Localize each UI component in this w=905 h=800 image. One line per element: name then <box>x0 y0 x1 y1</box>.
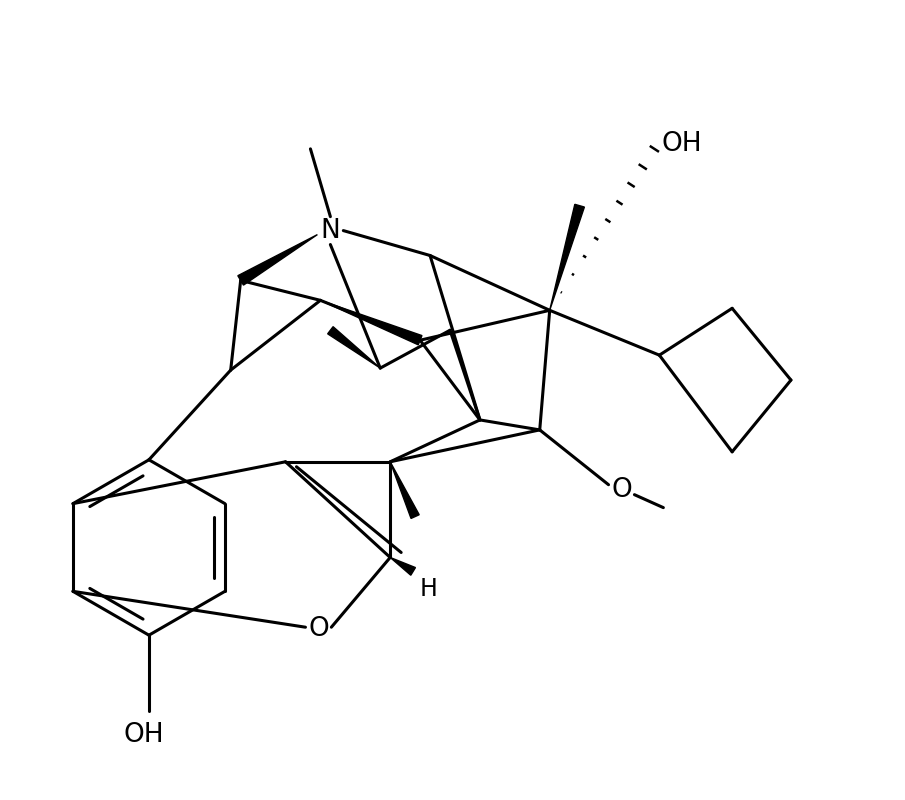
Text: O: O <box>611 477 632 502</box>
Text: OH: OH <box>124 722 165 748</box>
Text: H: H <box>419 578 437 602</box>
Text: N: N <box>320 218 340 243</box>
Polygon shape <box>390 558 415 575</box>
Polygon shape <box>320 300 422 345</box>
Text: O: O <box>308 616 329 642</box>
Text: OH: OH <box>662 131 702 157</box>
Polygon shape <box>328 326 380 368</box>
Polygon shape <box>549 204 585 310</box>
Polygon shape <box>238 234 318 285</box>
Polygon shape <box>390 462 419 518</box>
